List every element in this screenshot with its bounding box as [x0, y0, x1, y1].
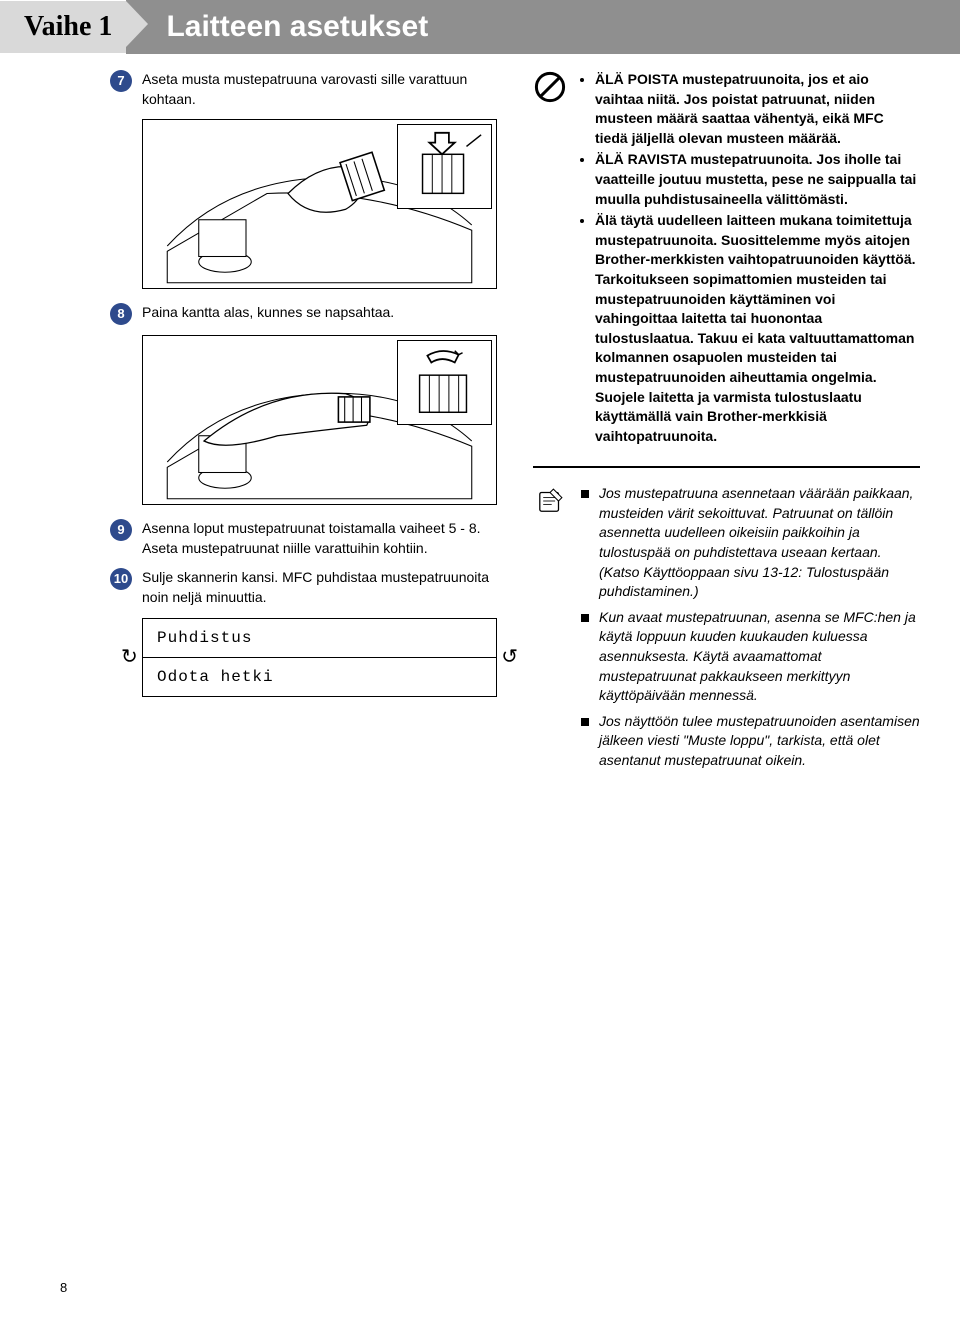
- diagram-inset: [397, 124, 492, 209]
- note-list: Jos mustepatruuna asennetaan väärään pai…: [577, 484, 920, 770]
- divider: [533, 466, 920, 468]
- lcd-line1: Puhdistus: [143, 619, 496, 657]
- note-callout: Jos mustepatruuna asennetaan väärään pai…: [533, 484, 920, 776]
- note-icon: [533, 484, 567, 776]
- warning-list: ÄLÄ POISTA mustepatruunoita, jos et aio …: [577, 70, 920, 446]
- step-text: Aseta musta mustepatruuna varovasti sill…: [142, 70, 497, 109]
- page-number: 8: [60, 1279, 67, 1297]
- note-body: Jos mustepatruuna asennetaan väärään pai…: [577, 484, 920, 776]
- warning-callout: ÄLÄ POISTA mustepatruunoita, jos et aio …: [533, 70, 920, 448]
- step-9: 9 Asenna loput mustepatruunat toistamall…: [110, 519, 497, 558]
- note-item: Kun avaat mustepatruunan, asenna se MFC:…: [581, 608, 920, 706]
- lcd-line2: Odota hetki: [143, 657, 496, 696]
- step-text: Asenna loput mustepatruunat toistamalla …: [142, 519, 497, 558]
- lcd-display: ↻ Puhdistus Odota hetki ↺: [142, 618, 497, 698]
- illustration-step8: [142, 335, 497, 505]
- step-10: 10 Sulje skannerin kansi. MFC puhdistaa …: [110, 568, 497, 607]
- cycle-arrow-left-icon: ↻: [121, 643, 138, 671]
- cartridge-close-icon: [398, 341, 491, 424]
- warning-body: ÄLÄ POISTA mustepatruunoita, jos et aio …: [577, 70, 920, 448]
- note-item: Jos näyttöön tulee mustepatruunoiden ase…: [581, 712, 920, 771]
- left-column: 7 Aseta musta mustepatruuna varovasti si…: [110, 70, 497, 795]
- step-number-badge: 9: [110, 519, 132, 541]
- warning-item: ÄLÄ POISTA mustepatruunoita, jos et aio …: [595, 70, 920, 148]
- cartridge-insert-icon: [398, 125, 491, 208]
- step-number-badge: 10: [110, 568, 132, 590]
- step-number-badge: 8: [110, 303, 132, 325]
- diagram-inset: [397, 340, 492, 425]
- right-column: ÄLÄ POISTA mustepatruunoita, jos et aio …: [533, 70, 920, 795]
- stage-tab: Vaihe 1: [0, 1, 126, 52]
- warning-item: Älä täytä uudelleen laitteen mukana toim…: [595, 211, 920, 446]
- note-item: Jos mustepatruuna asennetaan väärään pai…: [581, 484, 920, 602]
- prohibition-icon: [533, 70, 567, 448]
- step-number-badge: 7: [110, 70, 132, 92]
- page-header: Vaihe 1 Laitteen asetukset: [0, 0, 960, 54]
- page-title: Laitteen asetukset: [126, 0, 960, 54]
- content-columns: 7 Aseta musta mustepatruuna varovasti si…: [0, 70, 960, 795]
- warning-item: ÄLÄ RAVISTA mustepatruunoita. Jos iholle…: [595, 150, 920, 209]
- step-text: Sulje skannerin kansi. MFC puhdistaa mus…: [142, 568, 497, 607]
- step-8: 8 Paina kantta alas, kunnes se napsahtaa…: [110, 303, 497, 325]
- step-7: 7 Aseta musta mustepatruuna varovasti si…: [110, 70, 497, 109]
- step-text: Paina kantta alas, kunnes se napsahtaa.: [142, 303, 497, 325]
- illustration-step7: [142, 119, 497, 289]
- cycle-arrow-right-icon: ↺: [501, 643, 518, 671]
